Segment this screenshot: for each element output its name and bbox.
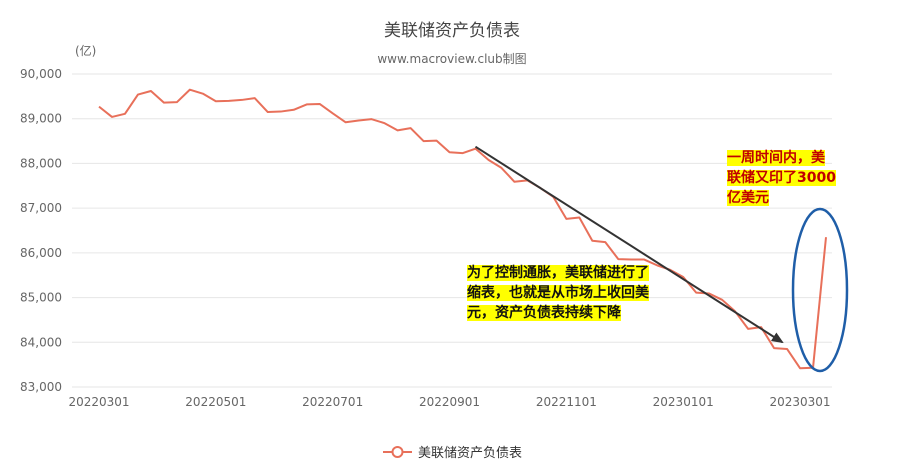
y-tick-label: 83,000 <box>20 380 62 394</box>
data-point[interactable] <box>369 116 375 122</box>
x-tick-label: 20220301 <box>68 395 129 409</box>
data-point[interactable] <box>213 98 219 104</box>
data-point[interactable] <box>109 114 115 120</box>
print-callout: 一周时间内，美联储又印了3000亿美元 <box>727 148 837 208</box>
data-point[interactable] <box>576 215 582 221</box>
data-point[interactable] <box>602 239 608 245</box>
y-axis-ticks: 90,000 89,000 88,000 87,000 86,000 85,000 84,0… <box>20 67 62 394</box>
data-point[interactable] <box>589 238 595 244</box>
data-point[interactable] <box>226 98 232 104</box>
y-tick-label: 86,000 <box>20 246 62 260</box>
grid-lines <box>72 73 832 388</box>
series-points <box>96 87 829 372</box>
data-point[interactable] <box>252 95 258 101</box>
data-point[interactable] <box>161 100 167 106</box>
legend-circle-marker <box>391 446 404 458</box>
data-point[interactable] <box>265 109 271 115</box>
series-line <box>98 88 827 370</box>
y-tick-label: 84,000 <box>20 335 62 349</box>
data-point[interactable] <box>447 149 453 155</box>
legend[interactable]: 美联储资产负债表 <box>383 446 522 461</box>
data-point[interactable] <box>356 118 362 124</box>
x-tick-label: 20220701 <box>302 395 363 409</box>
data-point[interactable] <box>343 119 349 125</box>
taper-callout-text: 为了控制通胀，美联储进行了缩表，也就是从市场上收回美元，资产负债表持续下降 <box>467 265 649 321</box>
x-tick-label: 20221101 <box>536 395 597 409</box>
chart-subtitle: www.macroview.club制图 <box>377 52 526 66</box>
data-point[interactable] <box>421 138 427 144</box>
data-point[interactable] <box>174 99 180 105</box>
data-point[interactable] <box>563 216 569 222</box>
x-tick-label: 20230101 <box>653 395 714 409</box>
data-point[interactable] <box>239 97 245 103</box>
print-callout-text: 一周时间内，美联储又印了3000亿美元 <box>727 150 836 206</box>
data-point[interactable] <box>693 290 699 296</box>
data-point[interactable] <box>485 157 491 163</box>
legend-label: 美联储资产负债表 <box>418 446 522 461</box>
data-point[interactable] <box>498 165 504 171</box>
y-axis-unit: (亿) <box>75 43 96 58</box>
taper-callout: 为了控制通胀，美联储进行了缩表，也就是从市场上收回美元，资产负债表持续下降 <box>467 263 652 323</box>
y-tick-label: 85,000 <box>20 291 62 305</box>
x-axis-ticks: 20220301 20220501 20220701 20220901 20221101… <box>68 395 830 409</box>
data-point[interactable] <box>511 179 517 185</box>
data-point[interactable] <box>317 101 323 107</box>
chart-title: 美联储资产负债表 <box>384 21 520 41</box>
data-point[interactable] <box>382 120 388 126</box>
data-point[interactable] <box>187 87 193 93</box>
data-point[interactable] <box>641 257 647 263</box>
highlight-ellipse <box>791 207 849 373</box>
y-tick-label: 88,000 <box>20 156 62 170</box>
data-point[interactable] <box>395 127 401 133</box>
data-point[interactable] <box>330 110 336 116</box>
trend-arrow <box>474 145 784 344</box>
y-tick-label: 90,000 <box>20 67 62 81</box>
y-tick-label: 89,000 <box>20 112 62 126</box>
data-point[interactable] <box>122 111 128 117</box>
data-point[interactable] <box>797 365 803 371</box>
x-tick-label: 20230301 <box>769 395 830 409</box>
data-point[interactable] <box>291 107 297 113</box>
data-point[interactable] <box>135 92 141 98</box>
data-point[interactable] <box>278 109 284 115</box>
data-point[interactable] <box>771 345 777 351</box>
data-point[interactable] <box>628 257 634 263</box>
y-tick-label: 87,000 <box>20 201 62 215</box>
data-point[interactable] <box>304 101 310 107</box>
data-point[interactable] <box>408 125 414 131</box>
data-point[interactable] <box>745 326 751 332</box>
data-point[interactable] <box>823 234 829 240</box>
data-point[interactable] <box>784 346 790 352</box>
data-point[interactable] <box>148 88 154 94</box>
data-point[interactable] <box>96 104 102 110</box>
data-point[interactable] <box>200 91 206 97</box>
data-point[interactable] <box>434 138 440 144</box>
data-point[interactable] <box>460 150 466 156</box>
x-tick-label: 20220501 <box>185 395 246 409</box>
x-tick-label: 20220901 <box>419 395 480 409</box>
data-point[interactable] <box>615 256 621 262</box>
